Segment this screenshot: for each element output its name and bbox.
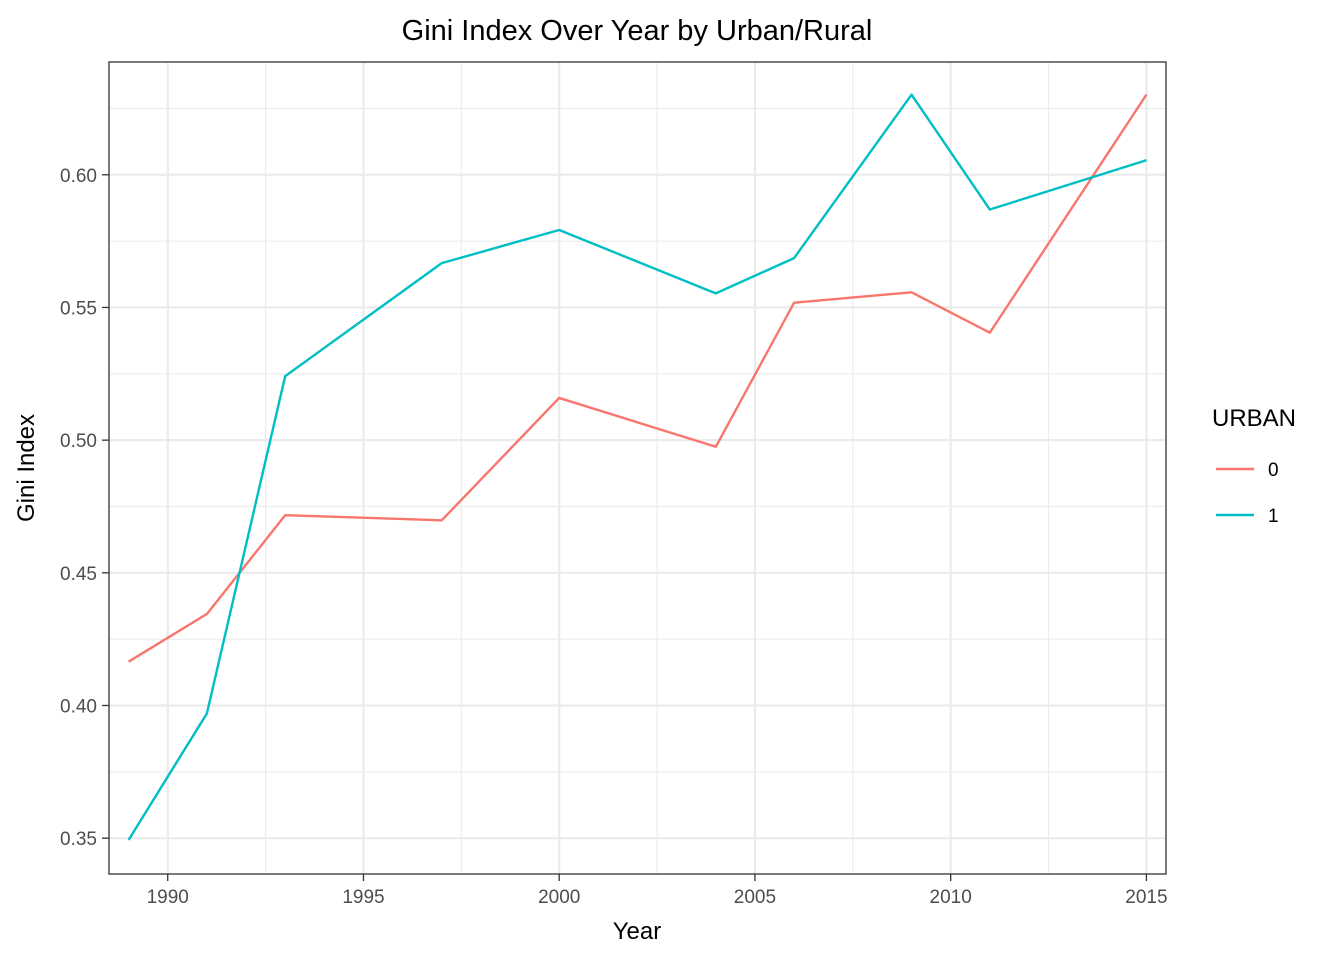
minor-gridlines [109,62,1166,874]
y-axis-ticks: 0.35 0.40 0.45 0.50 0.55 0.60 [60,166,109,850]
series-line-urban-1 [127,93,1147,841]
x-tick-label: 1995 [342,887,384,908]
y-tick-label: 0.40 [60,696,97,717]
x-tick-label: 2010 [930,887,972,908]
x-tick-label: 2000 [538,887,580,908]
x-tick-label: 1990 [147,887,189,908]
legend-title: URBAN [1212,405,1296,432]
chart-title: Gini Index Over Year by Urban/Rural [402,15,873,47]
x-axis-title: Year [613,918,662,945]
legend-label-urban-1: 1 [1268,506,1279,527]
y-tick-label: 0.60 [60,166,97,187]
legend-label-urban-0: 0 [1268,460,1279,481]
y-tick-label: 0.55 [60,298,97,319]
legend: URBAN 0 1 [1212,405,1296,527]
y-tick-label: 0.35 [60,829,97,850]
y-axis-title: Gini Index [13,414,40,522]
y-tick-label: 0.50 [60,431,97,452]
plot-panel-border [108,61,1167,875]
x-tick-label: 2005 [734,887,776,908]
series-layer [127,93,1148,841]
x-axis-ticks: 1990 1995 2000 2005 2010 2015 [147,874,1168,908]
major-gridlines [109,62,1166,874]
series-line-urban-0 [127,93,1148,663]
x-tick-label: 2015 [1125,887,1167,908]
y-tick-label: 0.45 [60,564,97,585]
